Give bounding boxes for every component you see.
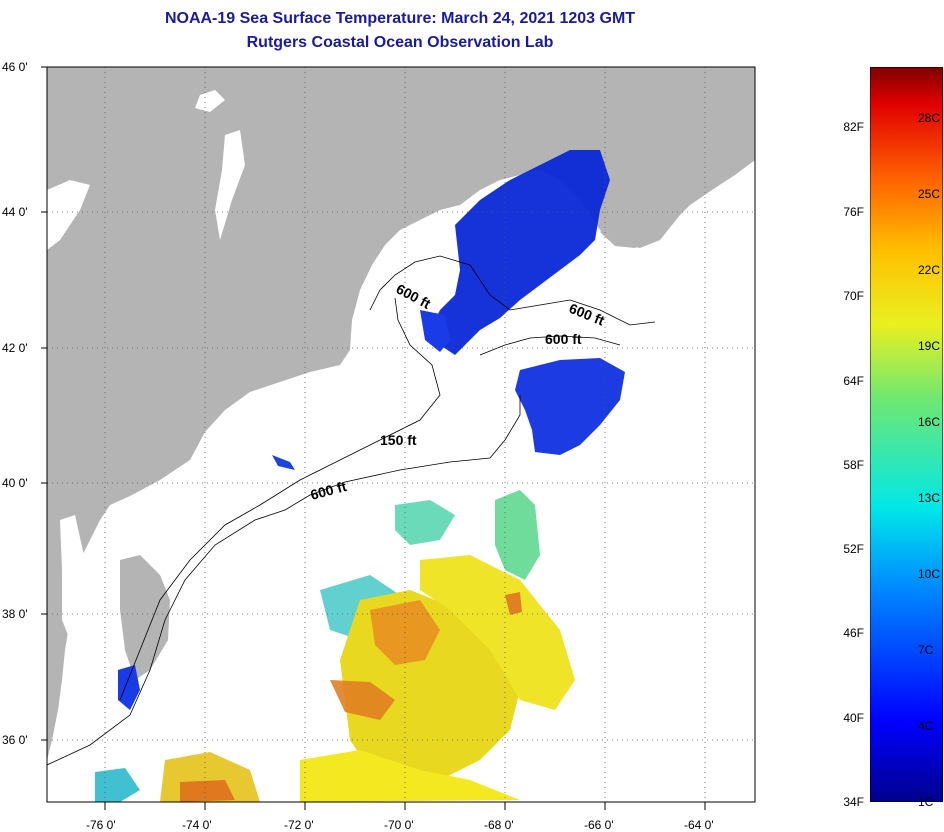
lon-label: -74 0' <box>182 818 212 832</box>
lon-label: -66 0' <box>584 818 614 832</box>
colorbar-f-label: 46F <box>843 626 864 640</box>
lon-label: -70 0' <box>384 818 414 832</box>
colorbar-c-label: 1C <box>918 795 934 809</box>
colorbar-c-label: 28C <box>918 111 941 125</box>
colorbar-f-label: 76F <box>843 205 864 219</box>
lake <box>195 90 225 112</box>
lat-label: 38 0' <box>2 607 28 621</box>
colorbar-f-label: 34F <box>843 795 864 809</box>
sst-patch <box>180 780 235 802</box>
colorbar-gradient <box>870 67 943 802</box>
sst-patch <box>395 500 455 545</box>
isobath-600ft <box>369 255 656 326</box>
colorbar-c-label: 19C <box>918 339 941 353</box>
colorbar-f-label: 52F <box>843 542 864 556</box>
delmarva <box>120 555 170 680</box>
axis-ticks <box>41 66 706 810</box>
isobath-600ft <box>47 395 521 766</box>
map-subtitle: Rutgers Coastal Ocean Observation Lab <box>246 34 554 51</box>
sst-patch <box>300 750 520 802</box>
colorbar-f-label: 40F <box>843 711 864 725</box>
colorbar-c-label: 25C <box>918 187 941 201</box>
colorbar-c-label: 22C <box>918 263 941 277</box>
sst-patch <box>420 310 450 352</box>
colorbar-c-label: 10C <box>918 567 941 581</box>
nova-scotia <box>600 110 755 248</box>
lon-label: -68 0' <box>484 818 514 832</box>
colorbar-c-label: 4C <box>918 719 934 733</box>
colorbar-f-label: 64F <box>843 374 864 388</box>
colorbar-f-label: 82F <box>843 120 864 134</box>
colorbar-c-label: 16C <box>918 415 941 429</box>
lon-label: -72 0' <box>284 818 314 832</box>
sst-georges-bank <box>515 358 625 455</box>
sst-patch <box>118 665 140 710</box>
map-frame <box>46 66 756 803</box>
lat-label: 42 0' <box>2 341 28 355</box>
contour-label: 600 ft <box>545 331 582 347</box>
sst-patch <box>495 490 540 580</box>
colorbar-c-label: 13C <box>918 491 941 505</box>
lat-label: 46 0' <box>2 60 28 74</box>
us-mainland <box>47 67 755 760</box>
contour-label: 150 ft <box>380 432 417 448</box>
lon-label: -76 0' <box>86 818 116 832</box>
sst-patch <box>420 555 575 710</box>
chesapeake-bay <box>60 515 85 640</box>
sst-patch <box>272 455 295 470</box>
sst-gulf-of-maine <box>430 150 610 355</box>
map-title: NOAA-19 Sea Surface Temperature: March 2… <box>164 10 636 27</box>
lat-label: 40 0' <box>2 476 28 490</box>
lat-label: 36 0' <box>2 733 28 747</box>
sst-patch <box>505 592 522 615</box>
colorbar-f-label: 58F <box>843 458 864 472</box>
isobath-600ft <box>479 335 621 356</box>
colorbar-f-label: 70F <box>843 289 864 303</box>
temperature-colorbar <box>870 67 943 802</box>
lake <box>215 130 245 240</box>
delaware-bay <box>92 540 112 600</box>
colorbar-c-label: 7C <box>918 643 934 657</box>
isobath-150ft <box>119 297 441 701</box>
sst-patch <box>95 768 140 802</box>
sst-patch <box>330 680 395 720</box>
lon-label: -64 0' <box>684 818 714 832</box>
lat-label: 44 0' <box>2 205 28 219</box>
graticule <box>47 67 755 802</box>
lake <box>47 180 90 250</box>
